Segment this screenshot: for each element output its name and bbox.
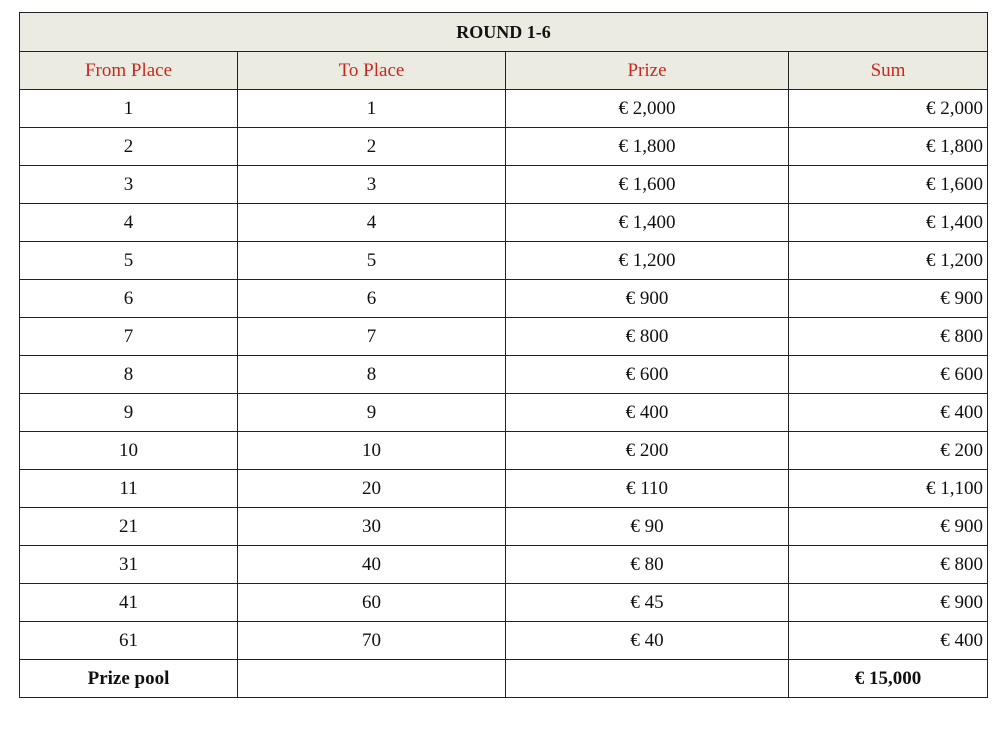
prize-cell: € 1,200 — [505, 241, 789, 280]
sum-cell: € 900 — [788, 279, 988, 318]
total-row: Prize pool € 15,000 — [19, 659, 988, 698]
from-place-cell: 6 — [19, 279, 238, 318]
from-place-cell: 31 — [19, 545, 238, 584]
sum-cell: € 1,200 — [788, 241, 988, 280]
sum-cell: € 2,000 — [788, 89, 988, 128]
header-to-place: To Place — [237, 51, 506, 90]
prize-cell: € 900 — [505, 279, 789, 318]
prize-cell: € 800 — [505, 317, 789, 356]
to-place-cell: 70 — [237, 621, 506, 660]
prize-cell: € 110 — [505, 469, 789, 508]
table-row: 21 30 € 90 € 900 — [19, 507, 988, 546]
prize-cell: € 1,600 — [505, 165, 789, 204]
to-place-cell: 20 — [237, 469, 506, 508]
sum-cell: € 600 — [788, 355, 988, 394]
to-place-cell: 4 — [237, 203, 506, 242]
table-row: 41 60 € 45 € 900 — [19, 583, 988, 622]
empty-cell — [505, 659, 789, 698]
to-place-cell: 30 — [237, 507, 506, 546]
header-sum: Sum — [788, 51, 988, 90]
from-place-cell: 61 — [19, 621, 238, 660]
table-row: 7 7 € 800 € 800 — [19, 317, 988, 356]
to-place-cell: 5 — [237, 241, 506, 280]
prize-cell: € 1,800 — [505, 127, 789, 166]
to-place-cell: 6 — [237, 279, 506, 318]
from-place-cell: 41 — [19, 583, 238, 622]
prize-cell: € 40 — [505, 621, 789, 660]
from-place-cell: 7 — [19, 317, 238, 356]
prize-cell: € 600 — [505, 355, 789, 394]
to-place-cell: 3 — [237, 165, 506, 204]
prize-cell: € 90 — [505, 507, 789, 546]
prize-cell: € 45 — [505, 583, 789, 622]
table-row: 2 2 € 1,800 € 1,800 — [19, 127, 988, 166]
prize-cell: € 2,000 — [505, 89, 789, 128]
table-title: ROUND 1-6 — [19, 12, 988, 52]
sum-cell: € 900 — [788, 507, 988, 546]
prize-table: ROUND 1-6 From Place To Place Prize Sum … — [19, 12, 988, 698]
prize-cell: € 80 — [505, 545, 789, 584]
to-place-cell: 2 — [237, 127, 506, 166]
table-row: 5 5 € 1,200 € 1,200 — [19, 241, 988, 280]
sum-cell: € 1,600 — [788, 165, 988, 204]
prize-cell: € 1,400 — [505, 203, 789, 242]
prize-pool-value: € 15,000 — [788, 659, 988, 698]
from-place-cell: 5 — [19, 241, 238, 280]
from-place-cell: 8 — [19, 355, 238, 394]
to-place-cell: 8 — [237, 355, 506, 394]
table-row: 9 9 € 400 € 400 — [19, 393, 988, 432]
from-place-cell: 4 — [19, 203, 238, 242]
to-place-cell: 1 — [237, 89, 506, 128]
table-row: 1 1 € 2,000 € 2,000 — [19, 89, 988, 128]
sum-cell: € 800 — [788, 545, 988, 584]
sum-cell: € 1,400 — [788, 203, 988, 242]
prize-cell: € 400 — [505, 393, 789, 432]
from-place-cell: 3 — [19, 165, 238, 204]
to-place-cell: 7 — [237, 317, 506, 356]
prize-cell: € 200 — [505, 431, 789, 470]
from-place-cell: 2 — [19, 127, 238, 166]
sum-cell: € 1,100 — [788, 469, 988, 508]
table-row: 31 40 € 80 € 800 — [19, 545, 988, 584]
sum-cell: € 900 — [788, 583, 988, 622]
table-row: 8 8 € 600 € 600 — [19, 355, 988, 394]
sum-cell: € 400 — [788, 393, 988, 432]
from-place-cell: 10 — [19, 431, 238, 470]
sum-cell: € 1,800 — [788, 127, 988, 166]
table-row: 10 10 € 200 € 200 — [19, 431, 988, 470]
table-row: 61 70 € 40 € 400 — [19, 621, 988, 660]
table-row: 3 3 € 1,600 € 1,600 — [19, 165, 988, 204]
to-place-cell: 60 — [237, 583, 506, 622]
empty-cell — [237, 659, 506, 698]
to-place-cell: 40 — [237, 545, 506, 584]
sum-cell: € 800 — [788, 317, 988, 356]
from-place-cell: 11 — [19, 469, 238, 508]
header-prize: Prize — [505, 51, 789, 90]
to-place-cell: 9 — [237, 393, 506, 432]
prize-pool-label: Prize pool — [19, 659, 238, 698]
table-row: 4 4 € 1,400 € 1,400 — [19, 203, 988, 242]
to-place-cell: 10 — [237, 431, 506, 470]
sum-cell: € 200 — [788, 431, 988, 470]
table-row: 6 6 € 900 € 900 — [19, 279, 988, 318]
table-row: 11 20 € 110 € 1,100 — [19, 469, 988, 508]
from-place-cell: 9 — [19, 393, 238, 432]
from-place-cell: 1 — [19, 89, 238, 128]
sum-cell: € 400 — [788, 621, 988, 660]
header-from-place: From Place — [19, 51, 238, 90]
from-place-cell: 21 — [19, 507, 238, 546]
